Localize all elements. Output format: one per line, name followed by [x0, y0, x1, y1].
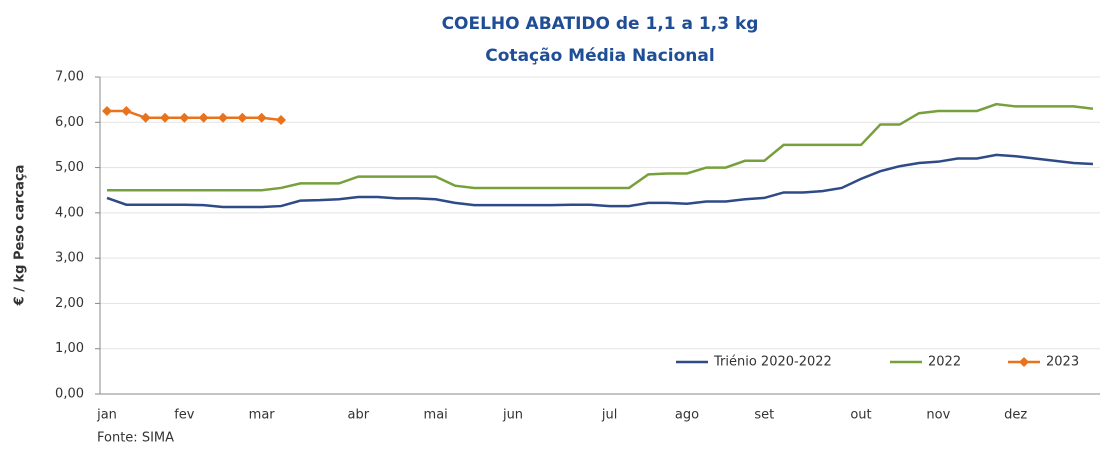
- x-tick-label: fev: [174, 408, 195, 423]
- x-tick-label: out: [850, 408, 871, 423]
- x-tick-label: nov: [926, 408, 950, 423]
- x-tick-label: mar: [249, 408, 276, 423]
- y-tick-label: 7,00: [55, 70, 84, 85]
- series-marker: [198, 112, 209, 123]
- series-marker: [102, 105, 112, 116]
- chart-title: COELHO ABATIDO de 1,1 a 1,3 kg: [442, 14, 759, 34]
- series-marker: [237, 112, 248, 123]
- x-tick-label: jan: [96, 408, 117, 423]
- series-line: [107, 102, 1094, 192]
- legend-label: 2022: [928, 355, 961, 370]
- legend-label: 2023: [1046, 355, 1079, 370]
- series-marker: [121, 105, 132, 116]
- x-tick-label: mai: [424, 408, 448, 423]
- y-tick-label: 1,00: [55, 341, 84, 356]
- y-tick-label: 4,00: [55, 205, 84, 220]
- y-tick-label: 0,00: [55, 387, 84, 402]
- series-line: [106, 153, 1094, 209]
- x-tick-label: set: [754, 408, 774, 423]
- series-marker: [256, 112, 267, 123]
- x-tick-label: dez: [1004, 408, 1027, 423]
- x-tick-label: jul: [601, 408, 617, 423]
- y-axis-label: € / kg Peso carcaça: [13, 165, 28, 307]
- source: Fonte: SIMA: [97, 431, 174, 446]
- series-marker: [276, 115, 286, 126]
- y-tick-label: 6,00: [55, 115, 84, 130]
- series-marker: [179, 112, 190, 123]
- y-tick-label: 2,00: [55, 296, 84, 311]
- chart-subtitle: Cotação Média Nacional: [485, 46, 714, 66]
- x-tick-label: jun: [502, 408, 523, 423]
- legend-label: Triénio 2020-2022: [713, 355, 832, 370]
- series-marker: [140, 112, 151, 123]
- series-marker: [218, 112, 228, 123]
- series-line: [107, 109, 282, 122]
- y-tick-label: 5,00: [55, 160, 84, 175]
- x-tick-label: abr: [348, 408, 370, 423]
- x-tick-label: ago: [675, 408, 699, 423]
- y-tick-label: 3,00: [55, 251, 84, 266]
- legend-marker: [1019, 357, 1029, 367]
- series-marker: [160, 112, 170, 123]
